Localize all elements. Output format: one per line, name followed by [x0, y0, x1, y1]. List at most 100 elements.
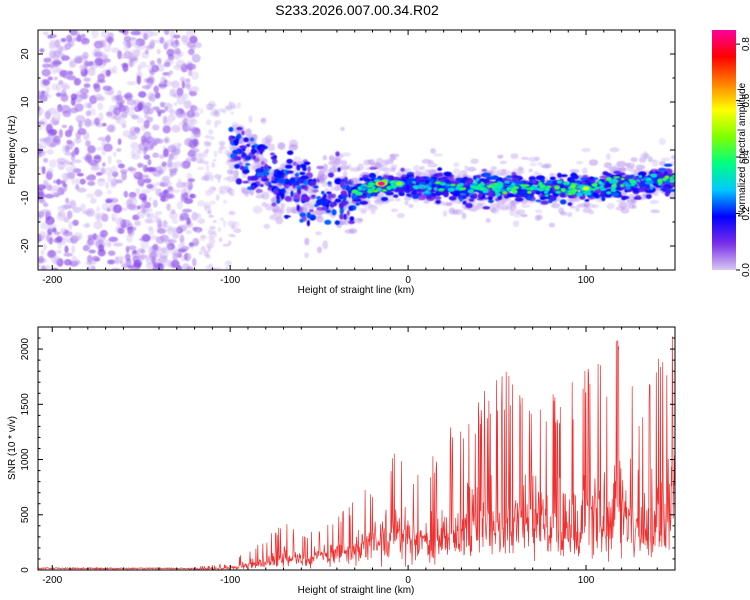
- heatmap-cell: [219, 190, 226, 195]
- heatmap-cell: [60, 93, 69, 102]
- heatmap-cell: [587, 182, 592, 187]
- heatmap-cell: [339, 213, 344, 220]
- heatmap-cell: [105, 69, 111, 77]
- heatmap-cell: [173, 247, 179, 256]
- heatmap-cell: [496, 184, 503, 190]
- heatmap-cell: [93, 84, 101, 93]
- heatmap-cell: [470, 185, 477, 190]
- heatmap-cell: [171, 227, 181, 234]
- heatmap-cell: [475, 174, 482, 179]
- heatmap-cell: [236, 133, 242, 139]
- heatmap-cell: [346, 210, 350, 216]
- heatmap-cell: [427, 169, 439, 174]
- heatmap-cell: [117, 138, 122, 145]
- heatmap-cell: [281, 187, 286, 195]
- heatmap-cell: [261, 178, 269, 182]
- heatmap-cell: [132, 249, 138, 255]
- heatmap-cell: [284, 178, 290, 184]
- heatmap-cell: [164, 30, 170, 36]
- heatmap-cell: [669, 178, 675, 182]
- heatmap-cell: [538, 194, 546, 197]
- heatmap-cell: [76, 172, 84, 177]
- heatmap-cell: [336, 224, 342, 229]
- heatmap-cell: [92, 233, 98, 241]
- heatmap-cell: [100, 30, 111, 38]
- spectrogram-x-tick-label: -100: [220, 275, 240, 286]
- heatmap-cell: [344, 176, 348, 183]
- heatmap-cell: [107, 173, 112, 183]
- heatmap-cell: [422, 178, 427, 182]
- heatmap-cell: [648, 156, 653, 162]
- heatmap-cell: [627, 194, 635, 200]
- heatmap-cell: [640, 153, 650, 159]
- heatmap-cell: [268, 185, 274, 188]
- colorbar-tick-label: 0.8: [741, 37, 750, 51]
- heatmap-cell: [222, 243, 230, 247]
- heatmap-cell: [205, 148, 209, 154]
- heatmap-cell: [500, 198, 507, 204]
- heatmap-cell: [126, 81, 137, 86]
- heatmap-cell: [562, 181, 571, 186]
- heatmap-cell: [304, 252, 309, 259]
- heatmap-cell: [588, 176, 595, 181]
- heatmap-cell: [342, 184, 346, 190]
- heatmap-cell: [560, 211, 568, 216]
- heatmap-cell: [621, 196, 627, 201]
- heatmap-cell: [461, 212, 467, 220]
- heatmap-cell: [228, 163, 236, 170]
- heatmap-cell: [618, 201, 628, 209]
- heatmap-cell: [91, 49, 101, 58]
- heatmap-cell: [173, 48, 181, 55]
- heatmap-cell: [192, 258, 197, 267]
- heatmap-cell: [620, 177, 625, 181]
- heatmap-cell: [42, 31, 49, 36]
- heatmap-cell: [260, 117, 267, 125]
- heatmap-cell: [191, 211, 198, 221]
- heatmap-cell: [38, 192, 46, 199]
- heatmap-cell: [255, 194, 265, 199]
- heatmap-cell: [271, 202, 277, 207]
- heatmap-cell: [475, 202, 483, 208]
- snr-x-tick-label: 0: [405, 575, 411, 586]
- heatmap-cell: [306, 219, 310, 227]
- heatmap-cell: [378, 191, 385, 198]
- heatmap-cell: [58, 80, 64, 86]
- colorbar-tick-label: 0.4: [741, 150, 750, 164]
- heatmap-cell: [388, 197, 395, 202]
- heatmap-cell: [153, 137, 161, 144]
- heatmap-cell: [186, 109, 195, 118]
- heatmap-cell: [186, 172, 193, 180]
- heatmap-cell: [340, 126, 345, 132]
- heatmap-cell: [48, 142, 57, 147]
- heatmap-cell: [504, 170, 512, 175]
- heatmap-cell: [460, 179, 467, 182]
- heatmap-cell: [70, 93, 78, 101]
- heatmap-cell: [662, 177, 667, 182]
- heatmap-cell: [335, 151, 340, 157]
- heatmap-cell: [369, 167, 378, 170]
- heatmap-cell: [424, 184, 430, 189]
- heatmap-cell: [100, 167, 106, 175]
- heatmap-cell: [488, 199, 494, 204]
- heatmap-cell: [267, 143, 276, 152]
- heatmap-cell: [482, 172, 492, 177]
- heatmap-cell: [110, 197, 119, 203]
- heatmap-cell: [86, 193, 95, 199]
- heatmap-cell: [123, 35, 131, 42]
- heatmap-cell: [186, 41, 196, 48]
- heatmap-cell: [43, 202, 49, 208]
- heatmap-cell: [334, 198, 342, 203]
- heatmap-cell: [87, 67, 96, 76]
- heatmap-cell: [514, 197, 524, 202]
- heatmap-cell: [207, 205, 211, 210]
- heatmap-cell: [363, 177, 372, 182]
- heatmap-cell: [658, 168, 667, 172]
- heatmap-cell: [442, 210, 448, 217]
- heatmap-cell: [74, 57, 83, 64]
- heatmap-cell: [101, 202, 109, 211]
- heatmap-cell: [64, 245, 69, 254]
- heatmap-cell: [658, 138, 666, 146]
- heatmap-cell: [372, 189, 379, 193]
- heatmap-cell: [68, 125, 74, 133]
- heatmap-cell: [144, 30, 153, 38]
